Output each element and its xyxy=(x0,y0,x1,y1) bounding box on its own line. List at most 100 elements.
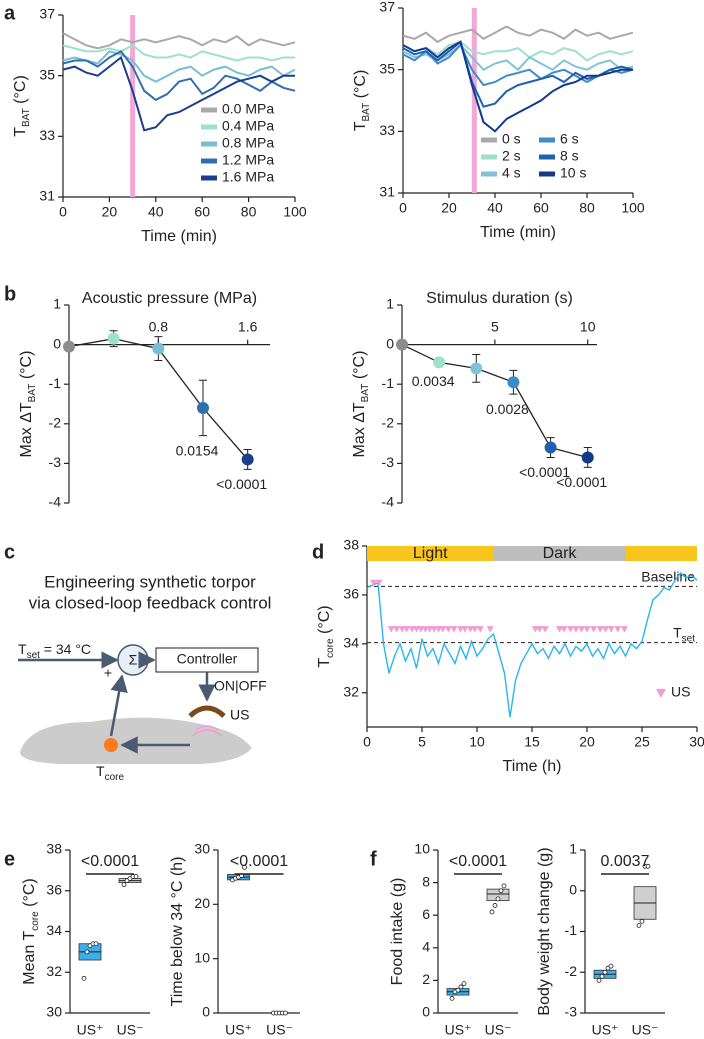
x-tick-label: 5 xyxy=(418,734,426,750)
controller-label: Controller xyxy=(177,651,238,667)
y-tick-label: -4 xyxy=(382,494,395,510)
y-axis-label-part: Mean T xyxy=(21,931,38,985)
y-tick-label: -2 xyxy=(565,963,578,979)
stimulus-label: US xyxy=(230,707,249,723)
marker xyxy=(450,626,458,633)
y-tick-label: 20 xyxy=(194,895,210,911)
data-point xyxy=(636,922,642,928)
data-line xyxy=(62,55,295,132)
marker xyxy=(426,626,434,633)
legend-label: 0.0 MPa xyxy=(222,101,274,117)
x-tick-label: 60 xyxy=(533,200,549,216)
y-tick-label: -2 xyxy=(382,415,395,431)
x-tick-label: 0 xyxy=(59,204,67,220)
y-tick-label: 6 xyxy=(422,906,430,922)
y-tick-label: -1 xyxy=(565,922,578,938)
stimulus-bar xyxy=(471,8,477,193)
y-tick-label: 10 xyxy=(194,949,210,965)
y-tick-label: -1 xyxy=(49,375,62,391)
marker xyxy=(370,579,378,587)
y-axis-label-part: T xyxy=(12,127,29,137)
ultrasound-waves xyxy=(191,725,223,737)
y-axis-label-part: Max ΔT xyxy=(351,402,368,457)
data-point xyxy=(492,903,498,908)
marker xyxy=(560,626,568,633)
period-label: Light xyxy=(413,545,448,562)
reference-label-part: T xyxy=(673,624,682,640)
marker xyxy=(430,626,438,633)
marker xyxy=(413,626,420,633)
marker xyxy=(602,626,610,633)
connect-line xyxy=(401,344,588,459)
y-tick-label: -3 xyxy=(49,454,62,470)
marker xyxy=(417,626,425,633)
data-point xyxy=(489,909,495,915)
legend-label: 1.6 MPa xyxy=(222,169,274,185)
marker xyxy=(457,626,464,633)
y-tick-label: 37 xyxy=(379,0,395,15)
y-tick-label: 31 xyxy=(379,184,395,200)
data-point xyxy=(133,874,139,879)
marker xyxy=(541,626,549,633)
marker xyxy=(375,579,383,587)
y-axis-label-part: (°C) xyxy=(18,351,35,384)
period-bar xyxy=(367,546,494,561)
data-line xyxy=(402,40,634,62)
data-line xyxy=(62,50,296,102)
legend-label: 0.4 MPa xyxy=(222,118,274,134)
mouse xyxy=(20,717,252,764)
y-tick-label: 34 xyxy=(343,635,359,651)
marker xyxy=(387,626,395,633)
y-tick-label: 33 xyxy=(379,122,395,138)
x-tick-label: 20 xyxy=(102,204,118,220)
diagram-title: Engineering synthetic torpor xyxy=(44,572,256,591)
y-axis-label: Max ΔTBAT (°C) xyxy=(18,351,38,458)
y-tick-label: 1 xyxy=(569,841,577,857)
data-line xyxy=(62,44,295,62)
y-axis-label-part: BAT xyxy=(21,108,32,127)
y-tick-label: 0 xyxy=(53,335,61,351)
y-tick-label: 34 xyxy=(46,922,62,938)
marker xyxy=(583,626,591,633)
data-point xyxy=(458,984,464,990)
y-axis-label-part: Time below 34 °C (h) xyxy=(169,857,186,1007)
y-tick-label: 0 xyxy=(386,335,394,351)
x-tick-label: US⁺ xyxy=(592,1022,619,1038)
y-axis-label-part: BAT xyxy=(361,103,372,122)
marker xyxy=(398,626,406,633)
x-axis-label: Time (min) xyxy=(141,228,217,245)
panel-label: f xyxy=(370,848,377,870)
point-label: <0.0001 xyxy=(556,474,607,490)
marker xyxy=(471,626,479,633)
y-tick-label: 30 xyxy=(46,1004,62,1020)
legend-label: 0.8 MPa xyxy=(222,135,274,151)
marker xyxy=(596,626,604,633)
x-tick-label: 20 xyxy=(441,200,457,216)
legend-label: 4 s xyxy=(502,165,521,181)
y-tick-label: -1 xyxy=(382,375,395,391)
point-label: <0.0001 xyxy=(216,476,267,492)
switch-label: ON|OFF xyxy=(214,678,267,694)
data-line xyxy=(402,40,634,108)
data-point xyxy=(121,882,127,888)
x-tick-label: US⁻ xyxy=(485,1022,512,1038)
y-axis-label: Tcore (°C) xyxy=(316,605,336,667)
x-tick-label: 20 xyxy=(579,734,595,750)
y-axis-label-part: Max ΔT xyxy=(18,402,35,457)
period-bar xyxy=(493,546,626,561)
y-axis-label: Mean Tcore (°C) xyxy=(21,878,41,984)
y-axis-label-part: core xyxy=(30,911,41,931)
marker xyxy=(620,626,628,633)
data-point xyxy=(433,356,446,369)
x-tick-label: US⁻ xyxy=(117,1022,144,1038)
x-tick-label: 30 xyxy=(689,734,704,750)
marker xyxy=(556,626,563,633)
marker xyxy=(536,626,544,633)
period-bar xyxy=(625,546,697,561)
marker xyxy=(590,626,598,633)
marker xyxy=(393,626,401,633)
x-tick-label: 0 xyxy=(399,200,407,216)
x-tick-label: US⁺ xyxy=(445,1022,472,1038)
legend-label: 0 s xyxy=(502,131,521,147)
